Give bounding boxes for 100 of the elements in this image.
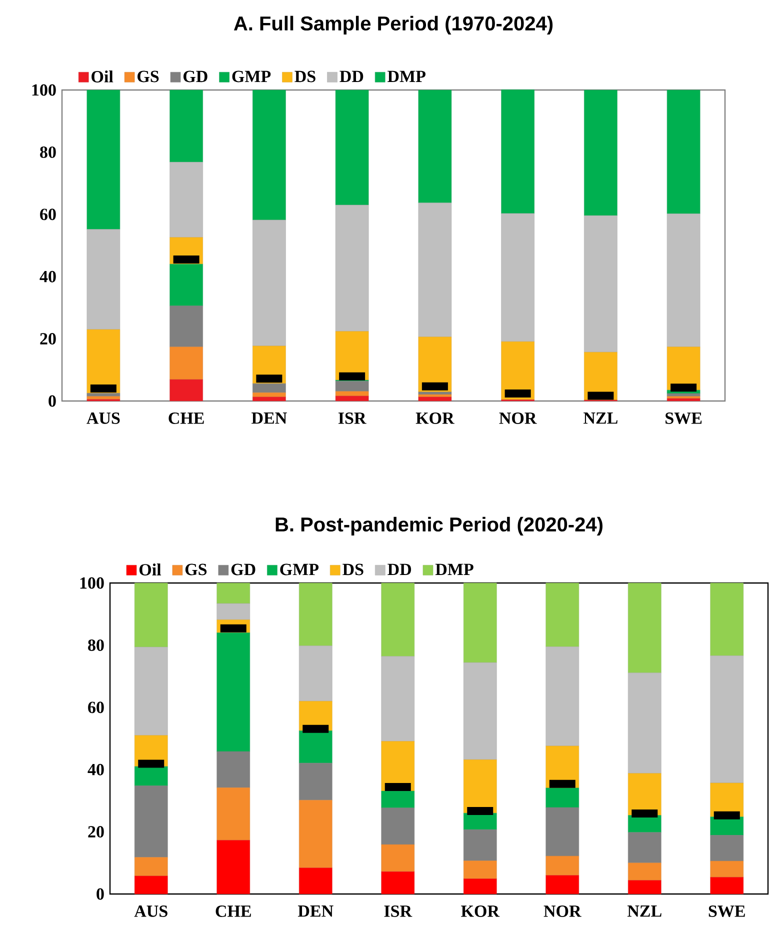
bar [666, 214, 700, 348]
legend-label: DMP [435, 564, 474, 576]
x-tick-label: CHE [168, 412, 204, 424]
bar [628, 832, 662, 864]
bar [463, 829, 497, 861]
bar [170, 162, 203, 238]
x-tick-label: DEN [298, 906, 334, 917]
x-tick-label: ISR [338, 412, 366, 424]
bar [335, 391, 369, 396]
bar [86, 393, 120, 396]
bar [710, 877, 744, 894]
bar [710, 835, 744, 862]
y-tick-label: 60 [40, 208, 56, 220]
bar [298, 582, 332, 646]
legend-label: GMP [280, 564, 319, 576]
chart-title: B. Post-pandemic Period (2020-24) [276, 516, 602, 536]
bar [381, 808, 415, 845]
bar [134, 876, 168, 894]
bar [463, 860, 497, 879]
bar [170, 346, 203, 380]
bar [134, 766, 168, 786]
bar [546, 807, 580, 856]
legend-label: DD [340, 70, 364, 82]
y-tick-label: 80 [88, 639, 104, 651]
x-tick-label: SWE [666, 412, 702, 424]
bar [252, 90, 286, 220]
x-tick-label: ISR [384, 906, 412, 917]
bar [418, 202, 452, 338]
bar [463, 878, 497, 894]
legend-label: DS [342, 564, 364, 576]
bar [381, 844, 415, 872]
legend-label: GMP [232, 70, 271, 82]
bar [418, 392, 452, 395]
bar [134, 857, 168, 876]
bar [335, 204, 369, 332]
y-tick-label: 100 [80, 577, 104, 589]
bar [710, 860, 744, 878]
bar [86, 396, 120, 400]
bar [298, 868, 332, 894]
x-tick-label: NOR [499, 412, 537, 424]
bar [463, 662, 497, 760]
bar [628, 862, 662, 880]
bar [710, 582, 744, 656]
bar [381, 582, 415, 657]
y-tick-label: 40 [40, 270, 56, 282]
bar [463, 582, 497, 663]
bar [216, 632, 250, 752]
chart-title: A. Full Sample Period (1970-2024) [234, 16, 553, 34]
bar [628, 582, 662, 674]
bar [501, 341, 534, 400]
x-tick-label: DEN [252, 412, 287, 424]
bar [134, 646, 168, 736]
legend-label: DMP [388, 70, 426, 82]
bar [216, 603, 250, 620]
bar [501, 90, 534, 214]
bar [418, 90, 452, 204]
bar [170, 264, 203, 306]
legend-label: DD [388, 564, 412, 576]
bar [501, 213, 534, 342]
bar [546, 582, 580, 647]
x-tick-label: KOR [416, 412, 454, 424]
bar [298, 730, 332, 764]
legend-label: GD [231, 564, 256, 576]
bar [628, 880, 662, 894]
bar [666, 393, 700, 396]
bar [86, 229, 120, 330]
x-tick-label: KOR [461, 906, 500, 917]
y-tick-label: 100 [32, 84, 56, 96]
bar [134, 786, 168, 858]
bar [666, 398, 700, 402]
bar [86, 329, 120, 394]
y-tick-label: 60 [88, 702, 104, 714]
bar [463, 759, 497, 814]
bar [335, 380, 369, 392]
bar [252, 383, 286, 393]
bar [252, 220, 286, 346]
bar [216, 840, 250, 894]
bar [170, 90, 203, 162]
bar [252, 396, 286, 402]
x-tick-label: CHE [216, 906, 251, 917]
bar [216, 751, 250, 788]
bar [418, 394, 452, 398]
bar [546, 646, 580, 746]
bar [418, 396, 452, 402]
x-tick-label: AUS [134, 906, 168, 917]
bar [170, 306, 203, 348]
y-tick-label: 20 [88, 826, 104, 838]
legend-label: Oil [92, 70, 114, 82]
bar [170, 379, 203, 402]
y-tick-label: 40 [88, 764, 104, 776]
bar [216, 582, 250, 604]
y-tick-label: 0 [48, 395, 56, 407]
bar [134, 582, 168, 648]
bar [546, 875, 580, 894]
bar [381, 790, 415, 808]
y-tick-label: 20 [40, 333, 56, 345]
x-tick-label: NZL [584, 412, 618, 424]
bar [381, 656, 415, 742]
x-tick-label: NOR [544, 906, 582, 917]
x-tick-label: NZL [627, 906, 662, 917]
